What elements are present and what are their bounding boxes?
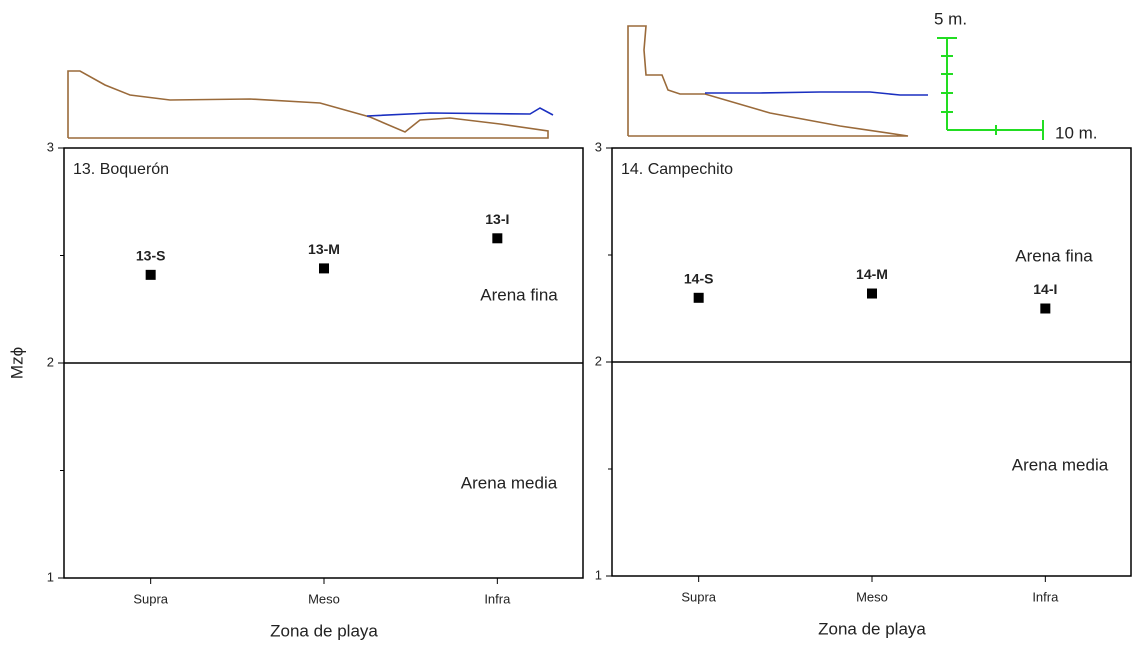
scale-label: 10 m. <box>1055 123 1098 142</box>
x-tick-label: Meso <box>308 591 340 606</box>
zone-annotation: Arena fina <box>1015 246 1093 265</box>
point <box>146 270 156 280</box>
point-label: 13-I <box>485 211 509 227</box>
figure: 5 m. 10 m. 1 2 3 13. Boquerón Arena fina Aren… <box>0 0 1132 647</box>
point <box>867 289 877 299</box>
y-tick-label: 2 <box>595 353 602 368</box>
zone-annotation: Arena fina <box>480 285 558 304</box>
beach-profile <box>68 26 928 138</box>
point <box>1040 304 1050 314</box>
water-13 <box>367 108 553 116</box>
panel-title: 14. Campechito <box>621 161 733 178</box>
water-14 <box>705 92 928 95</box>
scale-label: 5 m. <box>934 9 967 28</box>
point-label: 14-S <box>684 271 714 287</box>
y-tick-label: 3 <box>47 139 54 154</box>
point <box>492 233 502 243</box>
x-axis-label: Zona de playa <box>818 619 926 638</box>
y-tick-label: 1 <box>595 567 602 582</box>
profile-13 <box>68 71 548 138</box>
y-tick-label: 2 <box>47 354 54 369</box>
zone-annotation: Arena media <box>461 473 558 492</box>
x-tick-label: Meso <box>856 589 888 604</box>
scale-bar <box>937 38 1043 140</box>
x-tick-label: Supra <box>133 591 168 606</box>
point <box>694 293 704 303</box>
profile-14 <box>628 26 908 136</box>
point-label: 13-M <box>308 241 340 257</box>
x-tick-label: Infra <box>1032 589 1059 604</box>
x-tick-label: Supra <box>681 589 716 604</box>
point-label: 13-S <box>136 248 166 264</box>
x-axis-label: Zona de playa <box>270 621 378 640</box>
y-tick-label: 1 <box>47 569 54 584</box>
zone-annotation: Arena media <box>1012 455 1109 474</box>
x-tick-label: Infra <box>484 591 511 606</box>
y-tick-label: 3 <box>595 139 602 154</box>
point-label: 14-M <box>856 266 888 282</box>
point <box>319 263 329 273</box>
panel-title: 13. Boquerón <box>73 161 169 178</box>
point-label: 14-I <box>1033 281 1057 297</box>
y-axis-label: Mzϕ <box>7 347 26 379</box>
